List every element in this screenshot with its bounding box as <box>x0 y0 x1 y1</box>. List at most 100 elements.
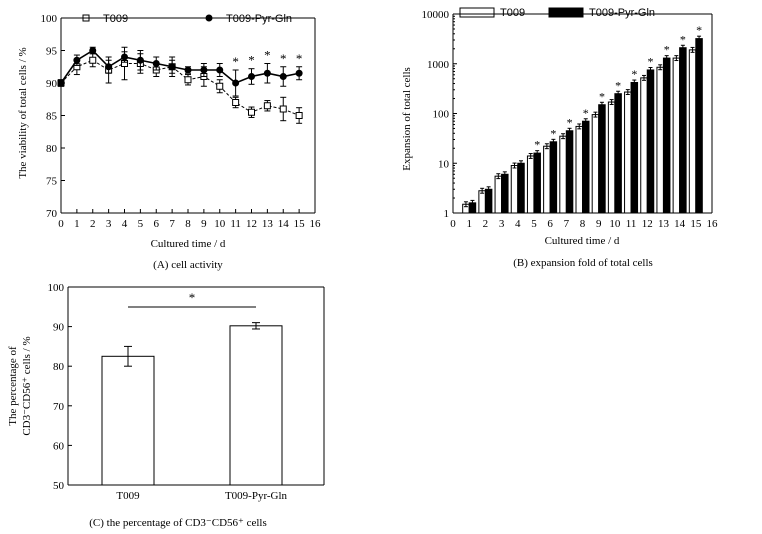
panel-a-caption: (A) cell activity <box>153 259 223 271</box>
a-point-t009 <box>216 82 224 90</box>
c-bar-1 <box>229 325 283 486</box>
b-x-tick-label: 0 <box>450 218 456 230</box>
a-significance-star: * <box>248 53 255 68</box>
a-point-t009 <box>248 108 255 116</box>
b-x-tick-label: 14 <box>674 218 686 230</box>
panel-a-axes <box>60 17 316 214</box>
legend-b-swatch-t009 <box>459 7 495 18</box>
a-significance-star: * <box>296 51 303 66</box>
b-bar-t009 <box>510 165 519 214</box>
b-x-tick-label: 7 <box>564 218 570 230</box>
a-point-t009 <box>279 105 287 113</box>
a-significance-star: * <box>264 48 271 63</box>
b-x-tick-label: 13 <box>658 218 670 230</box>
b-y-tick-label: 10000 <box>422 9 450 21</box>
legend-b-swatch-pyr-gln <box>548 7 584 18</box>
legend-b-label-pyr-gln: T009-Pyr-Gln <box>589 7 655 19</box>
panel-a-plot: * * * * * <box>57 46 303 124</box>
a-point-t009 <box>232 99 240 106</box>
legend-a-label-t009: T009 <box>103 13 128 25</box>
b-bar-t009 <box>575 125 583 214</box>
b-bar-t009 <box>478 190 486 214</box>
b-significance-star: * <box>696 23 702 37</box>
a-y-tick-label: 90 <box>46 78 58 90</box>
b-significance-star: * <box>680 32 686 46</box>
b-bar-t009 <box>624 91 632 214</box>
panel-b-xlabel: Cultured time / d <box>545 235 620 247</box>
a-point-pyr-gln <box>152 60 160 67</box>
b-x-tick-label: 11 <box>626 218 637 230</box>
panel-c-ylabel-line1: The percentage of <box>7 346 19 426</box>
b-bar-pyr-gln <box>662 57 671 214</box>
b-bar-pyr-gln <box>630 81 639 214</box>
a-point-t009 <box>263 102 271 110</box>
b-significance-star: * <box>664 43 670 57</box>
b-significance-star: * <box>567 115 573 129</box>
b-bar-pyr-gln <box>614 93 622 214</box>
a-y-tick-label: 80 <box>46 143 58 155</box>
b-bar-pyr-gln <box>695 38 703 214</box>
c-y-tick-label: 70 <box>53 401 65 413</box>
c-x-tick-label: T009 <box>116 490 140 502</box>
a-point-pyr-gln <box>232 79 240 87</box>
a-point-pyr-gln <box>200 66 208 74</box>
a-x-tick-label: 10 <box>214 218 226 230</box>
b-x-tick-label: 6 <box>547 218 553 230</box>
a-significance-star: * <box>280 51 287 66</box>
a-significance-star: * <box>232 54 239 69</box>
a-point-pyr-gln <box>263 69 271 77</box>
a-point-pyr-gln <box>279 73 287 80</box>
b-bar-t009 <box>672 57 681 214</box>
a-point-pyr-gln <box>295 69 303 77</box>
b-bar-t009 <box>640 77 648 214</box>
a-y-tick-label: 75 <box>46 176 58 188</box>
b-y-tick-label: 1 <box>444 208 450 220</box>
a-x-tick-label: 11 <box>230 218 241 230</box>
b-significance-star: * <box>648 55 654 69</box>
b-significance-star: * <box>615 78 621 92</box>
b-significance-star: * <box>583 106 589 120</box>
c-y-tick-label: 50 <box>53 480 65 492</box>
b-bar-pyr-gln <box>565 130 574 214</box>
c-y-tick-label: 80 <box>53 361 65 373</box>
b-x-tick-label: 10 <box>609 218 621 230</box>
legend-b-label-t009: T009 <box>500 7 525 19</box>
a-x-tick-label: 15 <box>294 218 306 230</box>
c-significance-star: * <box>189 290 196 305</box>
a-x-tick-label: 8 <box>185 218 191 230</box>
a-series-line-1 <box>60 49 300 84</box>
b-y-tick-label: 1000 <box>427 59 450 71</box>
c-y-tick-label: 90 <box>53 322 65 334</box>
a-point-t009 <box>184 76 192 84</box>
a-x-tick-label: 9 <box>201 218 207 230</box>
panel-c-ylabel-line2: CD3⁻CD56⁺ cells / % <box>21 336 33 435</box>
a-point-pyr-gln <box>105 63 113 71</box>
panel-b: T009 T009-Pyr-Gln 0 1 2 3 4 5 6 7 8 9 10 11 12 13 14 15… <box>401 7 718 269</box>
b-x-tick-label: 5 <box>531 218 537 230</box>
a-point-pyr-gln <box>184 66 192 74</box>
a-x-tick-label: 12 <box>246 218 257 230</box>
b-x-tick-label: 16 <box>707 218 719 230</box>
b-bar-t009 <box>494 175 503 214</box>
a-y-tick-label: 100 <box>41 13 58 25</box>
b-significance-star: * <box>550 126 556 140</box>
b-bar-pyr-gln <box>533 152 541 214</box>
b-bar-t009 <box>607 101 616 214</box>
b-bar-t009 <box>591 114 600 214</box>
panel-a-xlabel: Cultured time / d <box>151 238 226 250</box>
b-bar-pyr-gln <box>582 120 590 214</box>
b-bar-t009 <box>559 135 567 214</box>
a-point-t009 <box>295 112 303 119</box>
panel-a: T009 T009-Pyr-Gln 0 1 2 3 4 5 6 7 8 9 10 11 12 13 14 15… <box>17 13 321 271</box>
panel-a-ylabel: The viability of total cells / % <box>17 47 29 178</box>
b-bar-pyr-gln <box>501 173 509 214</box>
b-x-tick-label: 2 <box>483 218 489 230</box>
a-x-tick-label: 1 <box>74 218 80 230</box>
a-x-tick-label: 4 <box>122 218 128 230</box>
a-y-tick-label: 70 <box>46 208 58 220</box>
b-bar-t009 <box>526 155 535 214</box>
panel-c: 50 60 70 80 90 100 T009 T009-Pyr-Gln * The perc… <box>7 282 325 529</box>
b-x-tick-label: 4 <box>515 218 521 230</box>
b-bar-pyr-gln <box>517 162 525 214</box>
